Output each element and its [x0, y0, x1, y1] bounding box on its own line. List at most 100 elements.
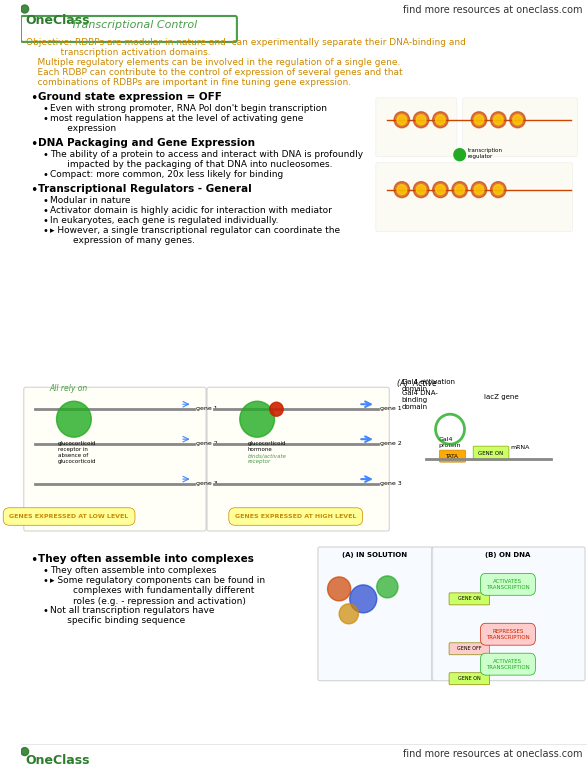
Text: Gal4 activation
domain: Gal4 activation domain	[402, 380, 455, 392]
Text: DNA Packaging and Gene Expression: DNA Packaging and Gene Expression	[38, 138, 255, 148]
Text: (A)  Active: (A) Active	[397, 380, 437, 388]
Text: Gal4 DNA-
binding
domain: Gal4 DNA- binding domain	[402, 390, 438, 410]
Text: transcription
regulator: transcription regulator	[467, 148, 502, 159]
Text: Multiple regulatory elements can be involved in the regulation of a single gene.: Multiple regulatory elements can be invo…	[26, 58, 400, 67]
Circle shape	[240, 401, 275, 437]
Text: mRNA: mRNA	[511, 445, 530, 450]
Text: glucocorticoid
receptor in
absence of
glucocorticoid: glucocorticoid receptor in absence of gl…	[58, 441, 96, 464]
Text: gene 1: gene 1	[380, 407, 402, 411]
Text: Each RDBP can contribute to the control of expression of several genes and that: Each RDBP can contribute to the control …	[26, 68, 402, 77]
Circle shape	[328, 577, 350, 601]
Circle shape	[494, 185, 503, 195]
Text: Even with strong promoter, RNA Pol don't begin transcription: Even with strong promoter, RNA Pol don't…	[50, 104, 327, 112]
FancyBboxPatch shape	[440, 450, 465, 462]
Text: (B) ON DNA: (B) ON DNA	[485, 552, 531, 558]
Text: •: •	[31, 138, 38, 151]
Text: •: •	[42, 169, 48, 179]
Text: They often assemble into complexes: They often assemble into complexes	[38, 554, 254, 564]
Text: In eukaryotes, each gene is regulated individually.: In eukaryotes, each gene is regulated in…	[50, 216, 278, 225]
Text: OneClass: OneClass	[26, 14, 90, 27]
Text: GENE ON: GENE ON	[458, 597, 481, 601]
Circle shape	[416, 185, 426, 195]
Text: •: •	[42, 206, 48, 216]
Text: most regulation happens at the level of activating gene
      expression: most regulation happens at the level of …	[50, 114, 303, 133]
Circle shape	[474, 185, 484, 195]
Text: transcription activation domains.: transcription activation domains.	[26, 48, 210, 57]
Text: combinations of RDBPs are important in fine tuning gene expression.: combinations of RDBPs are important in f…	[26, 78, 351, 87]
FancyBboxPatch shape	[449, 643, 490, 654]
Text: gene 3: gene 3	[197, 481, 218, 486]
Circle shape	[471, 112, 487, 128]
Circle shape	[350, 585, 377, 613]
Text: All rely on: All rely on	[50, 384, 88, 393]
Circle shape	[454, 149, 465, 161]
Text: ▸ Some regulatory components can be found in
        complexes with fundamentall: ▸ Some regulatory components can be foun…	[50, 576, 265, 606]
Text: gene 1: gene 1	[197, 407, 218, 411]
Text: Compact: more common, 20x less likely for binding: Compact: more common, 20x less likely fo…	[50, 169, 283, 179]
Circle shape	[452, 182, 467, 198]
Circle shape	[394, 112, 410, 128]
Text: GENES EXPRESSED AT LOW LEVEL: GENES EXPRESSED AT LOW LEVEL	[9, 514, 129, 519]
Text: gene 2: gene 2	[380, 441, 402, 446]
Text: Ground state expression = OFF: Ground state expression = OFF	[38, 92, 222, 102]
FancyBboxPatch shape	[376, 162, 572, 232]
Text: binds/activate
receptor: binds/activate receptor	[248, 454, 286, 464]
Circle shape	[397, 115, 407, 125]
Text: TATA: TATA	[446, 454, 458, 459]
FancyBboxPatch shape	[473, 446, 509, 460]
Text: •: •	[42, 114, 48, 124]
Circle shape	[471, 182, 487, 198]
FancyBboxPatch shape	[207, 387, 389, 531]
Circle shape	[339, 604, 359, 624]
Circle shape	[455, 185, 464, 195]
FancyBboxPatch shape	[449, 673, 490, 685]
Text: •: •	[42, 566, 48, 576]
Circle shape	[433, 112, 448, 128]
Circle shape	[397, 185, 407, 195]
Text: •: •	[42, 216, 48, 226]
Text: •: •	[31, 92, 38, 105]
Text: •: •	[42, 149, 48, 159]
FancyBboxPatch shape	[431, 547, 585, 681]
Circle shape	[416, 115, 426, 125]
Text: Gal4
protein: Gal4 protein	[438, 437, 461, 448]
Text: The ability of a protein to access and interact with DNA is profoundly
      imp: The ability of a protein to access and i…	[50, 149, 363, 169]
FancyBboxPatch shape	[376, 98, 457, 157]
Text: gene 2: gene 2	[197, 441, 218, 446]
Circle shape	[56, 401, 92, 437]
Text: They often assemble into complexes: They often assemble into complexes	[50, 566, 216, 575]
Circle shape	[510, 112, 525, 128]
Text: •: •	[42, 576, 48, 586]
Text: •: •	[31, 554, 38, 567]
Text: GENE ON: GENE ON	[458, 676, 481, 681]
Text: •: •	[42, 606, 48, 616]
Text: ACTIVATES
TRANSCRIPTION: ACTIVATES TRANSCRIPTION	[486, 659, 530, 670]
Text: Transcriptional Regulators - General: Transcriptional Regulators - General	[38, 184, 252, 193]
Circle shape	[21, 748, 29, 755]
Circle shape	[377, 576, 398, 598]
Text: ACTIVATES
TRANSCRIPTION: ACTIVATES TRANSCRIPTION	[486, 579, 530, 590]
Circle shape	[269, 402, 283, 417]
Circle shape	[394, 182, 410, 198]
Circle shape	[494, 115, 503, 125]
Text: Transcriptional Control: Transcriptional Control	[71, 20, 197, 30]
Circle shape	[413, 182, 429, 198]
FancyBboxPatch shape	[463, 98, 578, 157]
Text: •: •	[42, 196, 48, 206]
Circle shape	[512, 115, 522, 125]
Text: gene 3: gene 3	[380, 481, 402, 486]
Circle shape	[474, 115, 484, 125]
FancyBboxPatch shape	[21, 16, 237, 42]
Circle shape	[491, 112, 506, 128]
Text: REPRESSES
TRANSCRIPTION: REPRESSES TRANSCRIPTION	[486, 629, 530, 640]
Text: •: •	[31, 184, 38, 196]
Text: •: •	[42, 104, 48, 114]
Text: Activator domain is highly acidic for interaction with mediator: Activator domain is highly acidic for in…	[50, 206, 332, 215]
Circle shape	[436, 115, 445, 125]
FancyBboxPatch shape	[23, 387, 206, 531]
Circle shape	[413, 112, 429, 128]
Text: find more resources at oneclass.com: find more resources at oneclass.com	[403, 748, 582, 758]
Text: Objective: RDBPs are modular in nature and  can experimentally separate their DN: Objective: RDBPs are modular in nature a…	[26, 38, 465, 47]
Circle shape	[491, 182, 506, 198]
Text: OneClass: OneClass	[26, 754, 90, 767]
